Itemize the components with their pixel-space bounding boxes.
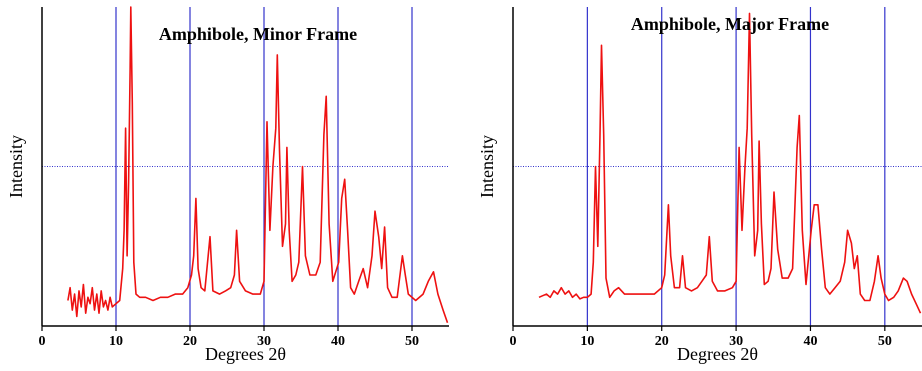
y-axis-label: Intensity [477, 135, 497, 198]
data-line [67, 6, 449, 324]
x-tick-label: 50 [405, 334, 419, 349]
chart-title: Amphibole, Minor Frame [159, 24, 357, 44]
x-tick-label: 10 [580, 334, 594, 349]
y-axis-label: Intensity [6, 135, 26, 198]
chart-title: Amphibole, Major Frame [631, 14, 829, 34]
x-tick-label: 0 [510, 334, 517, 349]
x-axis-label: Degrees 2θ [677, 344, 758, 364]
data-line [538, 12, 922, 314]
chart-major-frame: 0 10 20 30 40 50 Amphibole, Major Frame Degrees… [477, 7, 922, 364]
chart-minor-frame: 0 10 20 30 40 50 Amphibole, Minor Frame Degrees… [6, 6, 449, 364]
x-tick-label: 50 [878, 334, 892, 349]
x-tick-label: 30 [257, 334, 271, 349]
x-tick-label: 10 [109, 334, 123, 349]
x-tick-label: 20 [655, 334, 669, 349]
x-tick-label: 40 [803, 334, 817, 349]
x-tick-label: 30 [729, 334, 743, 349]
x-tick-label: 0 [39, 334, 46, 349]
x-axis-label: Degrees 2θ [205, 344, 286, 364]
x-tick-label: 40 [331, 334, 345, 349]
x-tick-label: 20 [183, 334, 197, 349]
